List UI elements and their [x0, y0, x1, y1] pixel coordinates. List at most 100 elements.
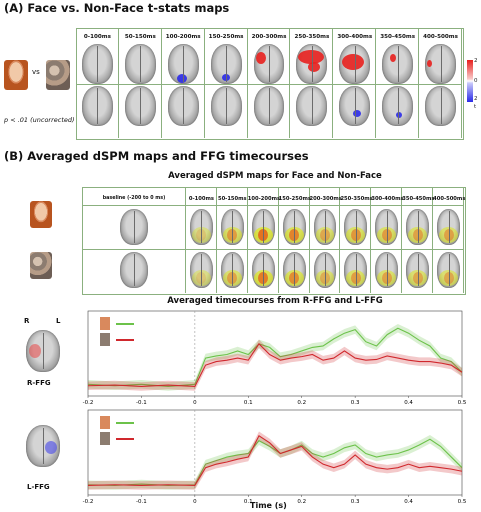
vs-label: vs	[32, 68, 40, 76]
x-tick-label: 0	[193, 400, 197, 406]
dspm-window-header: 0-100ms	[188, 196, 214, 202]
positive-activation-blob	[342, 54, 365, 70]
brain-map-top	[124, 44, 156, 84]
brain-map-top	[210, 44, 242, 84]
dspm-column	[433, 187, 464, 293]
x-tick-label: 0.2	[297, 499, 306, 505]
tstat-window-header: 50-150ms	[124, 34, 156, 40]
dspm-column	[186, 187, 217, 293]
face-error-band	[88, 323, 462, 391]
nonface-stimulus-image-b	[30, 252, 52, 279]
colorbar-unit: t	[474, 104, 477, 110]
tstat-window-header: 350-450ms	[380, 34, 416, 40]
brain-map-bottom	[382, 86, 414, 126]
x-tick-label: 0.5	[458, 400, 467, 406]
tstat-column	[248, 28, 291, 138]
tstat-column	[290, 28, 334, 138]
tstat-column	[162, 28, 205, 138]
legend-face-thumb	[100, 317, 110, 330]
dspm-window-header: baseline (-200 to 0 ms)	[102, 196, 166, 201]
roi-r-label: R-FFG	[27, 379, 51, 387]
tstat-column	[119, 28, 162, 138]
dspm-window-header: 50-150ms	[217, 196, 247, 202]
negative-activation-blob	[353, 110, 362, 117]
x-axis-label: Time (s)	[250, 501, 287, 510]
timecourse-title: Averaged timecourses from R-FFG and L-FF…	[167, 296, 383, 306]
x-tick-label: 0.2	[297, 400, 306, 406]
tstat-window-header: 0-100ms	[83, 34, 111, 40]
positive-activation-blob	[427, 60, 433, 67]
nonface-series-line	[87, 342, 463, 388]
x-tick-label: 0.1	[244, 499, 253, 505]
positive-activation-blob	[308, 62, 321, 72]
dspm-window-header: 100-200ms	[247, 196, 281, 202]
l-ffg-brain-image	[26, 425, 60, 467]
x-tick-label: -0.2	[83, 400, 94, 406]
tstat-column	[76, 28, 119, 138]
nonface-stimulus-image	[46, 60, 70, 90]
x-tick-label: 0.3	[351, 400, 360, 406]
dspm-brain-nonface	[313, 252, 337, 288]
threshold-label: p < .01 (uncorrected)	[4, 116, 75, 124]
brain-map-bottom	[296, 86, 328, 126]
dspm-column	[248, 187, 279, 293]
dspm-window-header: 300-400ms	[371, 196, 404, 202]
face-stimulus-image	[4, 60, 28, 90]
section-b-title: (B) Averaged dSPM maps and FFG timecours…	[4, 149, 309, 163]
tstat-column	[333, 28, 377, 138]
row-divider	[82, 249, 464, 250]
negative-activation-blob	[176, 74, 187, 83]
x-tick-label: -0.1	[136, 499, 147, 505]
nonface-error-band	[88, 431, 462, 490]
dspm-column	[279, 187, 310, 293]
face-series-line	[87, 327, 463, 388]
hemi-l-label: L	[56, 317, 61, 325]
row-divider	[76, 84, 462, 85]
x-tick-label: 0.3	[351, 499, 360, 505]
face-stimulus-image-b	[30, 201, 52, 228]
x-tick-label: 0.1	[244, 400, 253, 406]
chart-frame	[87, 310, 463, 397]
legend-nonface-thumb	[100, 333, 110, 346]
section-a-title: (A) Face vs. Non-Face t-stats maps	[4, 1, 230, 15]
dspm-brain-nonface	[437, 252, 460, 288]
dspm-brain-nonface	[220, 252, 244, 288]
t-colorbar	[467, 60, 473, 102]
nonface-series-line	[87, 434, 463, 487]
dspm-brain-face	[437, 209, 460, 245]
dspm-brain-face	[375, 209, 399, 245]
brain-map-top	[425, 44, 456, 84]
face-series-line	[87, 438, 463, 487]
dspm-brain-nonface	[120, 252, 148, 288]
colorbar-max: 2	[474, 58, 478, 64]
dspm-window-header: 350-450ms	[402, 196, 435, 202]
brain-map-top	[82, 44, 113, 84]
brain-map-top	[167, 44, 199, 84]
dspm-column	[402, 187, 434, 293]
dspm-brain-nonface	[406, 252, 430, 288]
tstat-window-header: 100-200ms	[165, 34, 201, 40]
brain-map-top	[339, 44, 371, 84]
hemi-r-label: R	[24, 317, 30, 325]
x-tick-label: -0.2	[83, 499, 94, 505]
tstat-column	[376, 28, 420, 138]
legend-face-thumb	[100, 416, 110, 429]
positive-activation-blob	[255, 52, 266, 64]
positive-activation-blob	[390, 54, 397, 62]
brain-map-top	[296, 44, 328, 84]
tstat-column	[419, 28, 462, 138]
dspm-window-header: 250-350ms	[340, 196, 373, 202]
roi-l-label: L-FFG	[27, 483, 50, 491]
legend-nonface-thumb	[100, 432, 110, 445]
dspm-brain-face	[190, 209, 213, 245]
x-tick-label: 0.4	[404, 400, 413, 406]
brain-map-bottom	[82, 86, 113, 126]
dspm-brain-face	[313, 209, 337, 245]
brain-map-bottom	[167, 86, 199, 126]
dspm-brain-face	[344, 209, 368, 245]
r-ffg-brain-image	[26, 330, 60, 372]
brain-map-bottom	[253, 86, 285, 126]
dspm-brain-nonface	[344, 252, 368, 288]
dspm-column	[82, 187, 186, 293]
dspm-brain-face	[406, 209, 430, 245]
